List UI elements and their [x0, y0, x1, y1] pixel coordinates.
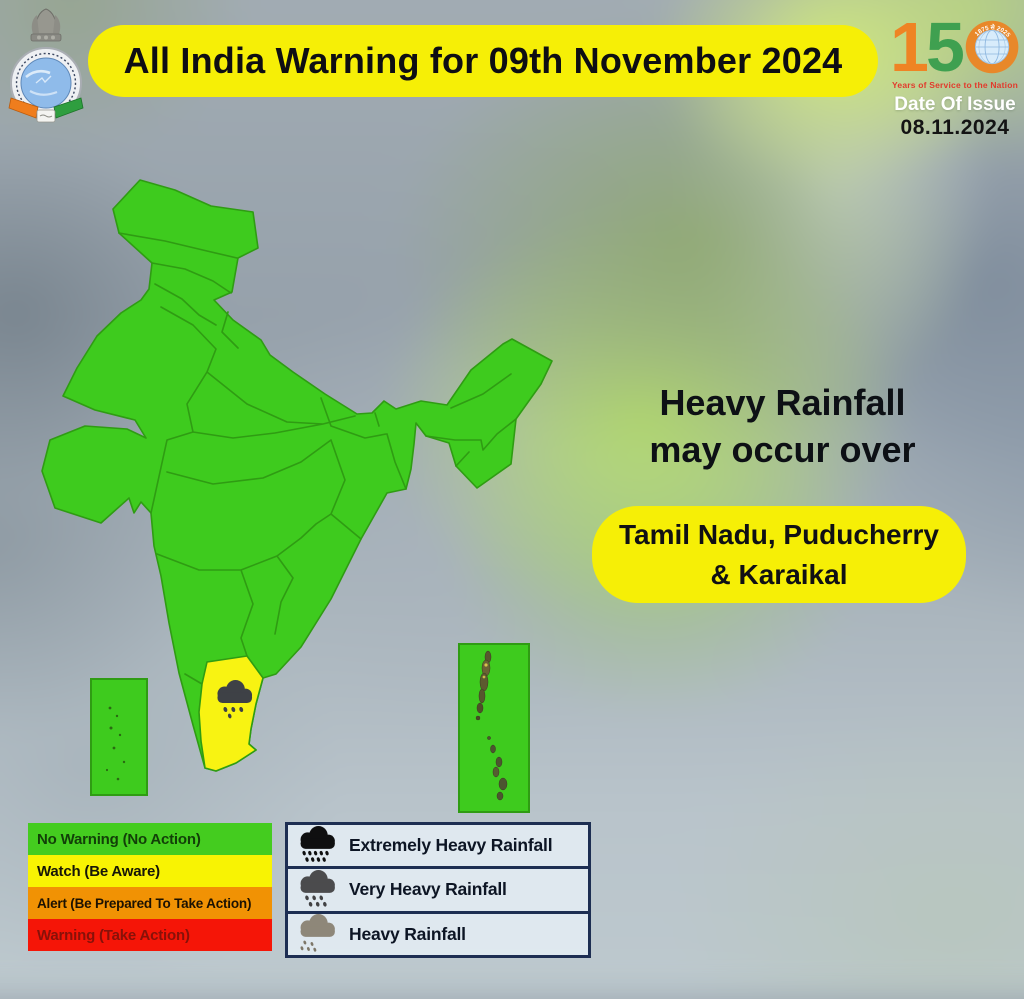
legend-row-very-heavy-rainfall: Very Heavy Rainfall — [288, 866, 588, 910]
legend-row-watch: Watch (Be Aware) — [28, 855, 272, 887]
imd-emblem — [8, 8, 84, 123]
logo-digit-5: 5 — [925, 8, 965, 86]
region-badge: Tamil Nadu, Puducherry & Karaikal — [592, 506, 966, 603]
warning-title-banner: All India Warning for 09th November 2024 — [88, 25, 878, 97]
legend-row-extremely-heavy-rainfall: Extremely Heavy Rainfall — [288, 825, 588, 866]
legend-row-no-warning: No Warning (No Action) — [28, 823, 272, 855]
date-of-issue-label: Date Of Issue — [894, 94, 1016, 115]
region-badge-line2: & Karaikal — [710, 558, 848, 590]
emblem-ribbons — [8, 97, 84, 123]
dark-gray-rain-cloud-icon — [300, 869, 335, 907]
legend-label: Alert (Be Prepared To Take Action) — [37, 895, 252, 911]
legend-row-alert: Alert (Be Prepared To Take Action) — [28, 887, 272, 919]
legend-label: No Warning (No Action) — [37, 830, 201, 848]
legend-label: Heavy Rainfall — [349, 923, 466, 944]
150-years-logo: 1 5 1875 से 2025 — [890, 10, 1020, 84]
date-of-issue-value: 08.11.2024 — [900, 116, 1010, 139]
tamil-nadu-watch-region — [198, 655, 264, 772]
warning-title-text: All India Warning for 09th November 2024 — [123, 40, 843, 81]
gray-rain-cloud-icon — [300, 914, 335, 952]
headline-text: Heavy Rainfall may occur over — [575, 380, 990, 474]
years-of-service-text: Years of Service to the Nation — [892, 80, 1018, 90]
legend-label: Extremely Heavy Rainfall — [349, 835, 553, 856]
black-rain-cloud-icon — [300, 825, 335, 862]
lakshadweep-inset-map — [90, 678, 148, 796]
anniversary-block: 1 5 1875 से 2025 Years of Service to the… — [890, 10, 1020, 140]
legend-row-heavy-rainfall: Heavy Rainfall — [288, 910, 588, 955]
region-badge-line1: Tamil Nadu, Puducherry — [619, 519, 939, 551]
headline-line1: Heavy Rainfall — [659, 382, 906, 423]
imd-seal-circle — [10, 47, 82, 119]
rainfall-intensity-legend: Extremely Heavy Rainfall Very Heavy Rain… — [285, 822, 591, 958]
india-warning-map — [41, 179, 553, 772]
ashoka-capital-icon — [30, 8, 62, 42]
legend-label: Watch (Be Aware) — [37, 862, 160, 880]
andaman-nicobar-inset-map — [458, 643, 530, 813]
warning-color-legend: No Warning (No Action) Watch (Be Aware) … — [28, 823, 272, 951]
legend-row-warning: Warning (Take Action) — [28, 919, 272, 951]
india-outline-no-warning — [41, 179, 553, 772]
headline-line2: may occur over — [649, 428, 916, 470]
rain-cloud-on-tamil-nadu-icon — [217, 680, 253, 719]
state-borders — [118, 232, 517, 685]
legend-label: Very Heavy Rainfall — [349, 879, 507, 900]
150-seal-icon: 1875 से 2025 — [965, 20, 1019, 74]
legend-label: Warning (Take Action) — [37, 926, 190, 944]
logo-digit-1: 1 — [890, 8, 929, 86]
